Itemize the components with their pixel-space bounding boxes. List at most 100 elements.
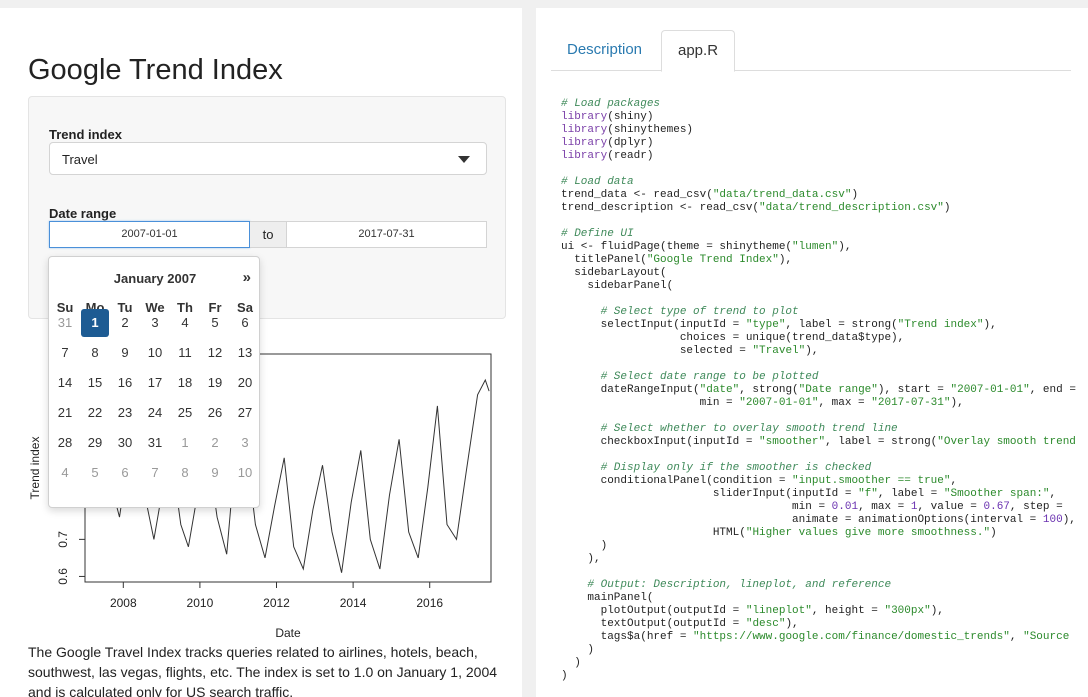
datepicker-day[interactable]: 18 — [177, 375, 193, 390]
code-line: ) — [561, 657, 1076, 670]
datepicker-day[interactable]: 30 — [117, 435, 133, 450]
code-line: # Define UI — [561, 228, 1076, 241]
code-line: library(dplyr) — [561, 137, 1076, 150]
code-token: ) — [851, 189, 859, 201]
datepicker-day[interactable]: 6 — [121, 465, 129, 480]
datepicker-day[interactable]: 7 — [151, 465, 159, 480]
datepicker-day[interactable]: 10 — [147, 345, 163, 360]
code-line: min = 0.01, max = 1, value = 0.67, step … — [561, 501, 1076, 514]
code-token: (readr) — [607, 150, 654, 162]
code-token: "2007-01-01" — [739, 397, 819, 409]
datepicker-day[interactable]: 7 — [61, 345, 69, 360]
code-token: mainPanel( — [561, 592, 654, 604]
code-token: (shiny) — [607, 111, 654, 123]
datepicker-day[interactable]: 13 — [237, 345, 253, 360]
code-token: 0.01 — [831, 501, 859, 513]
page-title: Google Trend Index — [28, 54, 283, 86]
datepicker-day[interactable]: 24 — [147, 405, 163, 420]
app-pane: Google Trend Index Trend index Travel Da… — [0, 8, 522, 697]
code-token: ) — [561, 540, 608, 552]
datepicker-day[interactable]: 5 — [91, 465, 99, 480]
datepicker-popup: January 2007 » Su Mo Tu We Th Fr Sa 31 1 2 3 4 5 6 7 8 9… — [48, 256, 260, 508]
datepicker-day[interactable]: 9 — [211, 465, 219, 480]
datepicker-day[interactable]: 12 — [207, 345, 223, 360]
datepicker-day[interactable]: 17 — [147, 375, 163, 390]
x-tick-label: 2014 — [340, 596, 367, 610]
code-line: library(readr) — [561, 150, 1076, 163]
code-line — [561, 215, 1076, 228]
y-axis-label: Trend index — [28, 437, 42, 500]
code-line: sliderInput(inputId = "f", label = "Smoo… — [561, 488, 1076, 501]
datepicker-day[interactable]: 4 — [181, 315, 189, 330]
code-line: trend_data <- read_csv("data/trend_data.… — [561, 189, 1076, 202]
datepicker-day[interactable]: 20 — [237, 375, 253, 390]
datepicker-day[interactable]: 23 — [117, 405, 133, 420]
datepicker-day[interactable]: 1 — [81, 309, 109, 337]
code-token: "data/trend_description.csv" — [759, 202, 944, 214]
datepicker-day[interactable]: 11 — [178, 345, 192, 360]
datepicker-day[interactable]: 31 — [57, 315, 73, 330]
datepicker-day[interactable]: 8 — [91, 345, 99, 360]
code-token: ) — [990, 527, 997, 539]
code-token: "2007-01-01" — [950, 384, 1030, 396]
datepicker-weekday: Th — [177, 300, 193, 315]
code-token: "desc" — [745, 618, 786, 630]
datepicker-day[interactable]: 5 — [211, 315, 219, 330]
code-line: library(shinythemes) — [561, 124, 1076, 137]
datepicker-day[interactable]: 22 — [87, 405, 103, 420]
code-token: "https://www.google.com/finance/domestic… — [693, 631, 1010, 643]
date-start-input[interactable]: 2007-01-01 — [49, 221, 250, 248]
datepicker-day[interactable]: 9 — [121, 345, 129, 360]
code-token: library — [561, 124, 608, 136]
trend-index-select[interactable]: Travel — [49, 142, 487, 175]
code-token: , step = — [1009, 501, 1070, 513]
datepicker-day[interactable]: 31 — [147, 435, 163, 450]
code-token: sidebarPanel( — [561, 280, 674, 292]
datepicker-day[interactable]: 3 — [241, 435, 249, 450]
code-line: selectInput(inputId = "type", label = st… — [561, 319, 1076, 332]
code-token: "f" — [858, 488, 878, 500]
datepicker-day[interactable]: 16 — [117, 375, 133, 390]
code-line: tags$a(href = "https://www.google.com/fi… — [561, 631, 1076, 644]
datepicker-day[interactable]: 21 — [57, 405, 73, 420]
code-token: ) — [943, 202, 951, 214]
datepicker-month[interactable]: January 2007 — [113, 271, 197, 286]
datepicker-day[interactable]: 19 — [207, 375, 223, 390]
code-token: min = — [561, 501, 832, 513]
datepicker-day[interactable]: 26 — [207, 405, 223, 420]
tab-description[interactable]: Description — [567, 41, 643, 58]
datepicker-day[interactable]: 14 — [57, 375, 73, 390]
code-token: 100 — [1042, 514, 1063, 526]
code-token: , strong( — [739, 384, 799, 396]
code-token: ) — [561, 644, 595, 656]
datepicker-day[interactable]: 2 — [121, 315, 129, 330]
datepicker-day[interactable]: 8 — [181, 465, 189, 480]
code-line: library(shiny) — [561, 111, 1076, 124]
datepicker-day[interactable]: 6 — [241, 315, 249, 330]
datepicker-day[interactable]: 25 — [177, 405, 193, 420]
tab-app-r[interactable]: app.R — [661, 30, 736, 72]
code-token: ), — [983, 319, 997, 331]
datepicker-day[interactable]: 10 — [237, 465, 253, 480]
code-line: trend_description <- read_csv("data/tren… — [561, 202, 1076, 215]
datepicker-day[interactable]: 4 — [61, 465, 69, 480]
datepicker-day[interactable]: 2 — [211, 435, 219, 450]
code-token: (shinythemes) — [607, 124, 694, 136]
datepicker-day[interactable]: 15 — [87, 375, 103, 390]
datepicker-day[interactable]: 1 — [181, 435, 189, 450]
code-token: , label = strong( — [785, 319, 898, 331]
code-pane: Description app.R # Load packages library… — [536, 8, 1088, 697]
code-token: , value = — [917, 501, 984, 513]
code-token: library — [561, 150, 608, 162]
date-end-input[interactable]: 2017-07-31 — [286, 221, 487, 248]
code-token: ) — [561, 670, 568, 682]
code-line: # Display only if the smoother is checke… — [561, 462, 1076, 475]
datepicker-day[interactable]: 3 — [151, 315, 159, 330]
datepicker-day[interactable]: 27 — [237, 405, 253, 420]
datepicker-day[interactable]: 29 — [87, 435, 103, 450]
code-token: , — [950, 475, 958, 487]
datepicker-day[interactable]: 28 — [57, 435, 73, 450]
code-line: mainPanel( — [561, 592, 1076, 605]
chevron-right-icon[interactable]: » — [242, 269, 251, 286]
code-line — [561, 566, 1076, 579]
